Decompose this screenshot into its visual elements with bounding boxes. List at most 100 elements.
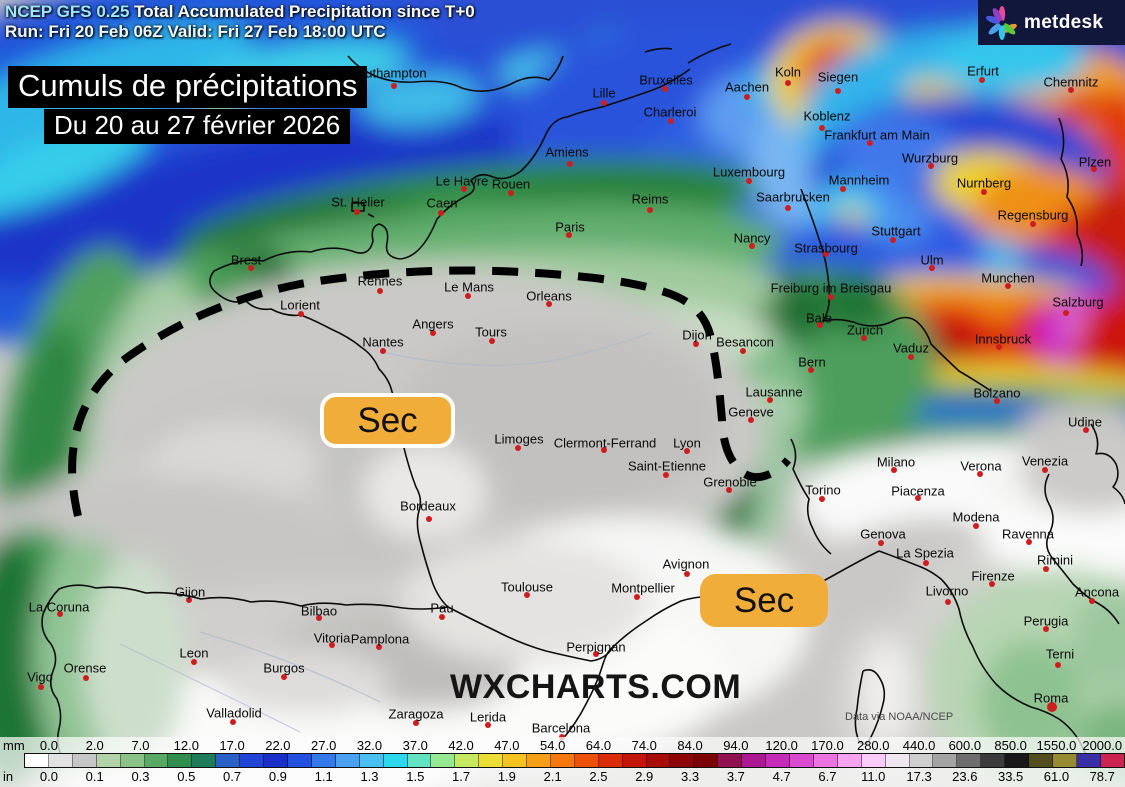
city-marker (489, 338, 495, 344)
city-marker (57, 611, 63, 617)
scale-tick-label: 2.5 (589, 768, 608, 784)
city-label: Le Mans (444, 279, 494, 295)
scale-segment (861, 754, 886, 767)
city-label: Livorno (925, 583, 969, 599)
city-marker (767, 397, 773, 403)
city-label: St. Helier (331, 194, 385, 210)
city-marker (465, 293, 471, 299)
city-label: Erfurt (967, 63, 999, 79)
city-label: Ulm (920, 252, 944, 268)
product-name: Total Accumulated Precipitation since T+… (134, 2, 475, 21)
scale-segment (1052, 754, 1077, 767)
city-marker (915, 495, 921, 501)
scale-tick-label: 3.7 (726, 768, 745, 784)
scale-segment (72, 754, 97, 767)
city-marker (1091, 166, 1097, 172)
city-marker (566, 232, 572, 238)
city-label: Frankfurt am Main (824, 127, 930, 143)
city-marker (663, 472, 669, 478)
scale-segment (240, 754, 265, 767)
scale-segment (742, 754, 767, 767)
city-label: Bale (805, 310, 833, 326)
scale-tick-label: 2.1 (543, 768, 562, 784)
scale-segment (813, 754, 838, 767)
scale-segment (981, 754, 1006, 767)
city-marker (83, 675, 89, 681)
city-label: Lyon (673, 435, 701, 451)
city-marker (567, 161, 573, 167)
scale-segment (359, 754, 384, 767)
city-label: Rennes (357, 273, 403, 289)
scale-segment (287, 754, 312, 767)
city-marker (817, 322, 823, 328)
city-marker (186, 597, 192, 603)
city-marker (973, 523, 979, 529)
city-label: Wurzburg (901, 150, 959, 166)
city-label: Modena (952, 509, 1000, 525)
scale-segment (479, 754, 504, 767)
city-label: Ancona (1074, 584, 1120, 600)
city-label: Piacenza (891, 483, 945, 499)
city-marker (1089, 598, 1095, 604)
scale-tick-label: 0.9 (268, 768, 287, 784)
city-marker (979, 77, 985, 83)
dry-zone-annotation: Sec (700, 574, 828, 627)
city-label: Besancon (716, 334, 774, 350)
city-marker (1042, 467, 1048, 473)
scale-segment (503, 754, 528, 767)
city-label: Ravenna (1001, 526, 1055, 542)
scale-segment (909, 754, 934, 767)
city-label: Vaduz (893, 340, 929, 356)
city-marker (438, 210, 444, 216)
city-marker (828, 294, 834, 300)
scale-segment (25, 754, 49, 767)
city-marker (1005, 283, 1011, 289)
wxcharts-watermark: WXCHARTS.COM (450, 668, 742, 706)
scale-segment (622, 754, 647, 767)
city-label: Dijon (682, 327, 712, 343)
scale-segment (311, 754, 336, 767)
scale-tick-label: 54.0 (540, 737, 566, 753)
city-label: Milano (876, 454, 916, 470)
scale-tick-label: 6.7 (818, 768, 837, 784)
scale-segment (670, 754, 695, 767)
data-credit: Data via NOAA/NCEP (845, 711, 954, 723)
scale-tick-label: 12.0 (173, 737, 199, 753)
scale-segment (550, 754, 575, 767)
city-label: Geneve (728, 404, 774, 420)
city-label: Paris (555, 219, 585, 235)
city-label: Mannheim (828, 172, 890, 188)
scale-segment (790, 754, 814, 767)
city-marker (546, 301, 552, 307)
city-label: Torino (805, 482, 841, 498)
city-label: Terni (1045, 646, 1075, 662)
header-line1: NCEP GFS 0.25 Total Accumulated Precipit… (5, 2, 475, 22)
city-label: Siegen (817, 69, 859, 85)
city-label: Valladolid (206, 705, 262, 721)
city-marker (861, 335, 867, 341)
city-marker (413, 720, 419, 726)
scale-segment (168, 754, 193, 767)
city-marker (329, 642, 335, 648)
scale-tick-label: 280.0 (856, 737, 890, 753)
scale-tick-label: 42.0 (448, 737, 474, 753)
city-label: La Coruna (28, 599, 90, 615)
dry-zone-annotation: Sec (320, 393, 455, 448)
city-marker (684, 448, 690, 454)
city-marker (840, 186, 846, 192)
city-label: Bilbao (300, 603, 338, 619)
city-marker (785, 80, 791, 86)
scale-tick-label: 1.9 (497, 768, 516, 784)
scale-segment (1005, 754, 1030, 767)
city-label: Montpellier (611, 580, 675, 596)
city-marker (248, 265, 254, 271)
scale-tick-label: 0.3 (131, 768, 150, 784)
city-label: Nantes (362, 334, 404, 350)
city-label: Angers (412, 316, 454, 332)
city-label: Orleans (526, 288, 572, 304)
scale-segment (574, 754, 599, 767)
city-marker (1030, 221, 1036, 227)
city-label: Roma (1033, 690, 1069, 706)
scale-tick-label: 0.0 (39, 737, 58, 753)
city-marker (515, 445, 521, 451)
